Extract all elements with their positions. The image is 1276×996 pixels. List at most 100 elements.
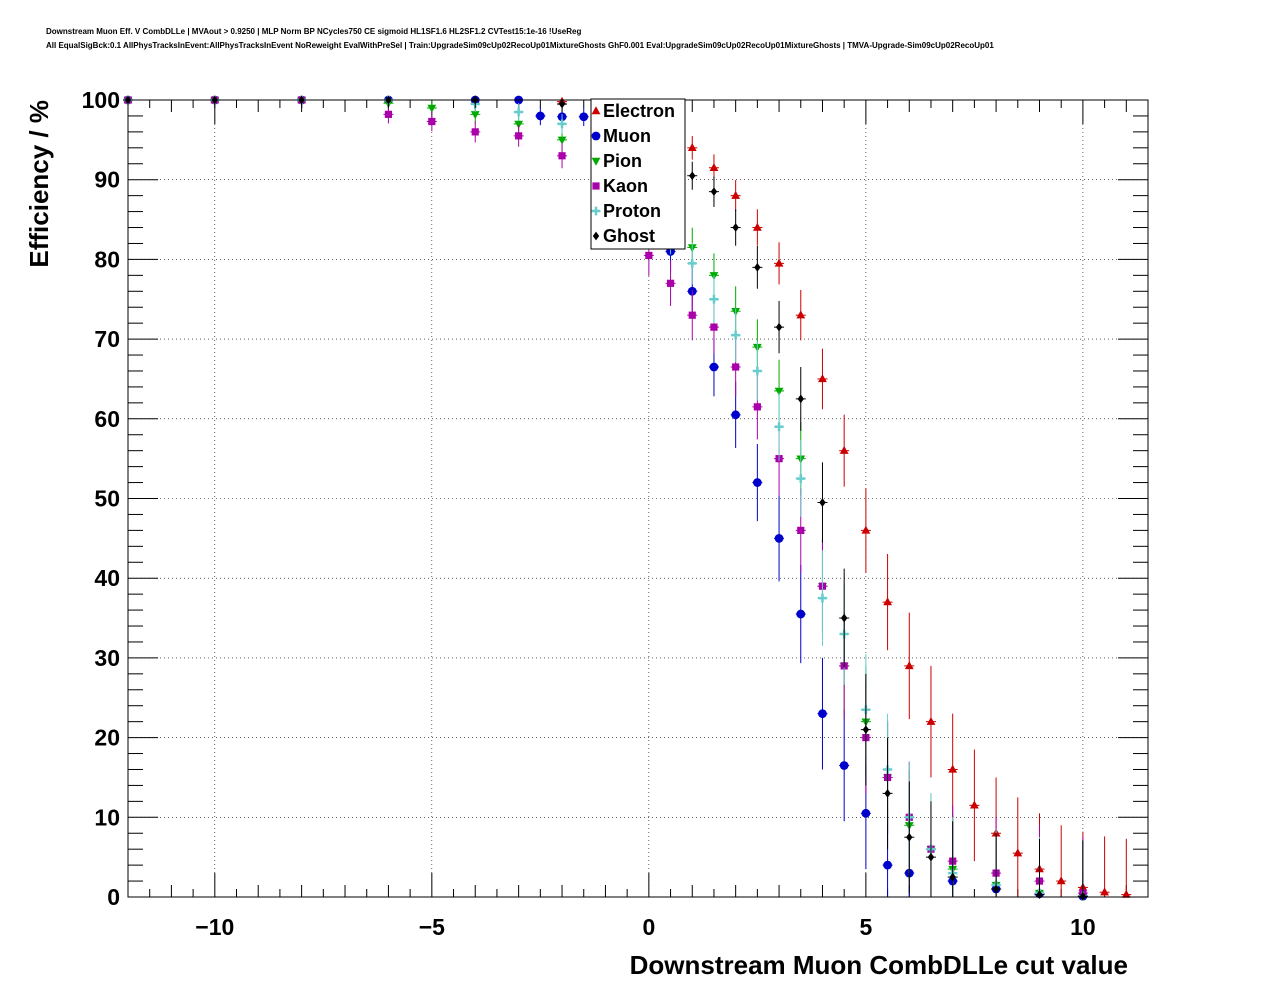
- kaon-point: [688, 311, 696, 319]
- y-tick-label: 70: [94, 326, 120, 352]
- legend-label-ghost: Ghost: [603, 226, 655, 246]
- pion-point: [514, 120, 524, 129]
- electron-point: [839, 445, 849, 454]
- legend-marker-muon: [591, 131, 601, 141]
- ghost-point: [710, 187, 718, 197]
- electron-point: [687, 143, 697, 152]
- kaon-point: [753, 403, 761, 411]
- legend-label-muon: Muon: [603, 126, 651, 146]
- pion-point: [557, 136, 567, 145]
- y-tick-label: 0: [107, 884, 120, 910]
- ghost-point: [927, 852, 935, 862]
- proton-point: [796, 474, 806, 483]
- muon-point: [818, 709, 827, 719]
- kaon-point: [732, 363, 740, 371]
- legend: Electron Muon Pion Kaon Proton Ghost: [590, 98, 686, 250]
- x-tick-label: 10: [1070, 914, 1096, 940]
- ghost-point: [992, 884, 1000, 894]
- proton-point: [687, 258, 697, 268]
- electron-point: [904, 661, 914, 670]
- legend-label-electron: Electron: [603, 101, 675, 121]
- muon-point: [796, 609, 806, 619]
- x-tick-label: 0: [642, 914, 655, 940]
- muon-point: [709, 362, 719, 372]
- y-tick-label: 10: [94, 804, 120, 830]
- legend-label-pion: Pion: [603, 151, 642, 171]
- legend-label-kaon: Kaon: [603, 176, 648, 196]
- kaon-point: [645, 251, 653, 260]
- electron-point: [883, 597, 892, 606]
- y-tick-label: 40: [94, 565, 120, 591]
- electron-point: [731, 190, 741, 199]
- ghost-point: [862, 725, 870, 735]
- pion-point: [427, 104, 437, 113]
- proton-point: [774, 422, 784, 432]
- kaon-point: [666, 279, 675, 287]
- electron-point: [818, 374, 827, 383]
- muon-point: [752, 478, 762, 487]
- proton-point: [514, 107, 524, 117]
- y-tick-label: 50: [94, 486, 120, 512]
- ghost-point: [754, 262, 761, 272]
- y-tick-label: 30: [94, 645, 120, 671]
- proton-point: [731, 330, 741, 340]
- ghost-point: [949, 872, 956, 882]
- ghost-point: [797, 394, 804, 404]
- proton-point: [818, 593, 827, 603]
- kaon-point: [471, 128, 479, 136]
- electron-point: [796, 310, 806, 319]
- electron-point: [948, 764, 958, 773]
- x-tick-label: −5: [419, 914, 445, 940]
- y-tick-label: 20: [94, 725, 120, 751]
- pion-point: [774, 387, 784, 396]
- electron-point: [1100, 887, 1109, 896]
- kaon-point: [515, 132, 523, 140]
- muon-point: [883, 860, 892, 870]
- legend-marker-electron: [591, 106, 601, 115]
- muon-point: [774, 533, 784, 543]
- electron-point: [1121, 889, 1131, 898]
- chart-title-line-1: Downstream Muon Eff. V CombDLLe | MVAout…: [46, 27, 582, 36]
- ghost-point: [884, 788, 891, 798]
- proton-point: [557, 119, 567, 129]
- ghost-point: [819, 498, 826, 507]
- electron-point: [709, 162, 719, 171]
- proton-point: [752, 366, 762, 376]
- legend-marker-proton: [591, 206, 601, 216]
- y-tick-label: 90: [94, 167, 120, 193]
- kaon-point: [797, 526, 805, 534]
- electron-point: [1013, 848, 1023, 857]
- muon-point: [535, 111, 545, 121]
- ghost-point: [1079, 891, 1087, 901]
- ghost-point: [840, 613, 848, 623]
- pion-point: [470, 111, 480, 120]
- ghost-point: [689, 171, 696, 181]
- legend-marker-pion: [591, 157, 601, 166]
- kaon-point: [384, 110, 393, 118]
- electron-point: [969, 800, 979, 809]
- muon-point: [861, 808, 871, 818]
- kaon-point: [558, 152, 566, 160]
- y-tick-label: 80: [94, 246, 120, 272]
- legend-box: [590, 98, 686, 250]
- x-tick-label: 5: [859, 914, 872, 940]
- electron-point: [926, 716, 936, 725]
- ghost-point: [558, 99, 566, 109]
- proton-point: [709, 294, 719, 304]
- ghost-series: [123, 95, 1088, 901]
- electron-point: [752, 222, 762, 231]
- muon-point: [731, 410, 741, 420]
- y-axis-title: Efficiency / %: [24, 100, 54, 268]
- muon-point: [579, 112, 589, 122]
- electron-point: [1056, 876, 1066, 885]
- kaon-point: [428, 117, 436, 126]
- electron-point: [774, 258, 784, 267]
- kaon-point: [710, 323, 718, 331]
- muon-point: [839, 761, 849, 770]
- legend-label-proton: Proton: [603, 201, 661, 221]
- ghost-point: [732, 223, 739, 232]
- chart-title-line-2: All EqualSigBck:0.1 AllPhysTracksInEvent…: [46, 41, 994, 50]
- legend-marker-kaon: [592, 182, 600, 190]
- y-tick-label: 100: [82, 87, 120, 113]
